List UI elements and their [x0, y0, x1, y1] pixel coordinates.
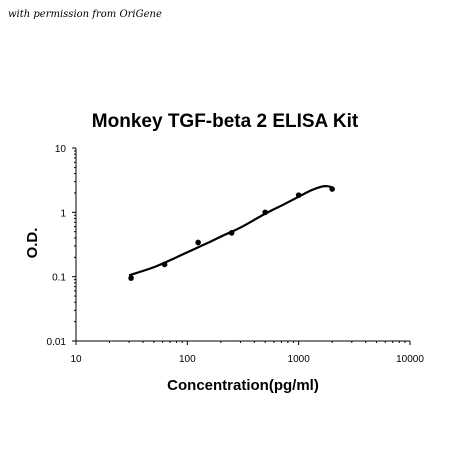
data-point [195, 239, 201, 246]
data-point [128, 275, 134, 281]
y-axis-label: O.D. [24, 228, 41, 259]
data-point [262, 209, 268, 216]
x-tick-label: 1000 [288, 354, 311, 365]
y-tick-label: 0.1 [52, 273, 66, 284]
fit-curve-layer [128, 185, 333, 277]
axes [75, 148, 410, 342]
data-point [161, 261, 168, 268]
chart-title: Monkey TGF-beta 2 ELISA Kit [91, 111, 359, 132]
data-point [329, 186, 335, 192]
x-tick-label: 10 [70, 354, 82, 365]
ticks: 0.01 0.1 1 10 10 100 1000 10000 [47, 144, 425, 365]
data-point [228, 230, 235, 236]
data-point [295, 192, 302, 198]
y-tick-label: 0.01 [47, 337, 67, 348]
data-points-layer [128, 186, 335, 281]
y-tick-label: 1 [60, 208, 66, 219]
y-tick-label: 10 [55, 144, 67, 155]
fit-curve [128, 185, 333, 277]
credit-text: with permission from OriGene [8, 9, 162, 20]
x-tick-label: 10000 [396, 354, 424, 365]
x-tick-label: 100 [179, 354, 196, 365]
x-axis-label: Concentration(pg/ml) [167, 377, 319, 394]
